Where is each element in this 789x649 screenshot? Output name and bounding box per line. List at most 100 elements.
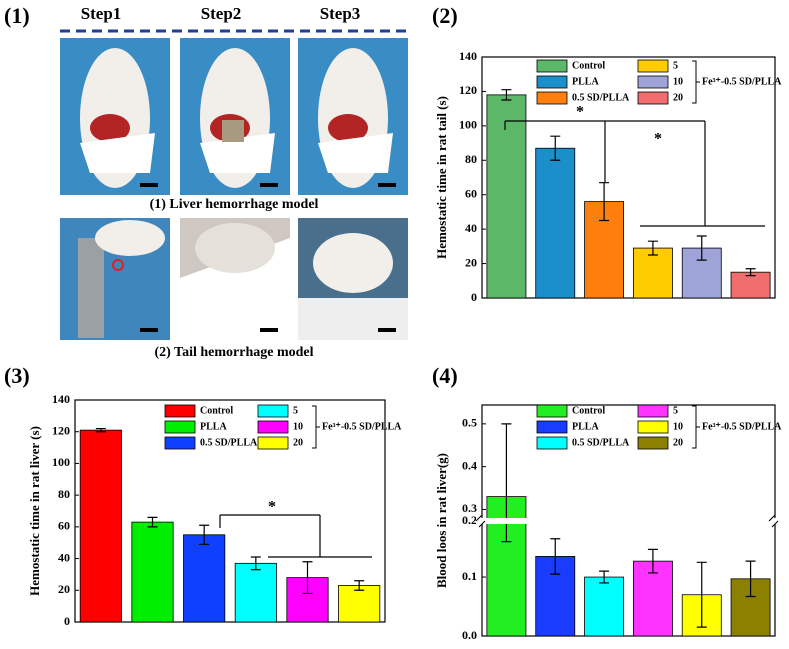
legend-label: Control (200, 405, 233, 416)
legend-label: 10 (293, 421, 303, 432)
legend-swatch (257, 436, 289, 450)
break-mark (475, 514, 486, 528)
photo-row (60, 38, 408, 195)
legend-swatch (637, 420, 669, 434)
error-bar (250, 556, 261, 571)
significance-star: * (268, 499, 276, 516)
legend-swatch (637, 91, 669, 105)
y-tick-label: 20 (465, 255, 477, 269)
legend-swatch (257, 420, 289, 434)
error-bar (696, 235, 707, 261)
legend-swatch (637, 75, 669, 89)
error-bar (647, 548, 658, 574)
legend-label: 5 (293, 405, 298, 416)
y-tick-label: 0.2 (462, 513, 477, 527)
significance-star: * (576, 104, 584, 121)
legend-label: 20 (673, 92, 683, 103)
y-tick-label: 140 (459, 49, 477, 63)
plot-frame (74, 399, 386, 623)
legend-label: 20 (673, 437, 683, 448)
caption: (2) Tail hemorrhage model (154, 345, 313, 360)
legend-label: 5 (673, 405, 678, 416)
y-tick-label: 40 (58, 550, 70, 564)
panel-label: (1) (4, 3, 30, 28)
y-axis-label: Hemostatic time in rat tail (s) (434, 96, 449, 259)
error-bar (599, 570, 610, 584)
y-tick-label: 80 (465, 152, 477, 166)
y-tick-label: 20 (58, 582, 70, 596)
photo (298, 218, 408, 340)
legend-swatch (637, 436, 669, 450)
photo (60, 38, 170, 195)
legend-label: Control (572, 405, 605, 416)
photo (60, 218, 170, 340)
axis-break (476, 518, 781, 524)
error-bar (745, 560, 756, 598)
step-label: Step1 (81, 4, 122, 23)
y-tick-label: 60 (465, 186, 477, 200)
legend-label: 10 (673, 76, 683, 87)
y-tick-label: 100 (52, 455, 70, 469)
error-bar (147, 516, 158, 528)
error-bar (599, 182, 610, 222)
y-axis-label: Blood loos in rat liver(g) (434, 453, 449, 588)
legend-label: 5 (673, 60, 678, 71)
error-bar (501, 89, 512, 101)
bar (584, 576, 625, 637)
error-bar (745, 268, 756, 277)
panel-label: (3) (4, 363, 30, 388)
legend-swatch (164, 404, 196, 418)
legend-group-label: Fe³⁺-0.5 SD/PLLA (702, 76, 782, 87)
y-tick-label: 0 (64, 614, 70, 628)
y-tick-label: 120 (459, 83, 477, 97)
y-tick-label: 0.0 (462, 628, 477, 642)
legend-swatch (536, 91, 568, 105)
legend-label: 0.5 SD/PLLA (572, 92, 630, 103)
legend-label: 20 (293, 437, 303, 448)
bar (535, 147, 576, 299)
error-bar (647, 240, 658, 256)
y-tick-label: 120 (52, 423, 70, 437)
photo (180, 38, 290, 195)
y-tick-label: 0 (471, 290, 477, 304)
y-tick-label: 40 (465, 221, 477, 235)
legend-bracket (312, 405, 320, 449)
legend-swatch (164, 420, 196, 434)
legend-swatch (536, 420, 568, 434)
legend-group-label: Fe³⁺-0.5 SD/PLLA (702, 421, 782, 432)
y-tick-label: 0.4 (462, 458, 477, 472)
panel-label: (2) (432, 3, 458, 28)
bar (632, 247, 673, 299)
significance-star: * (654, 131, 662, 148)
y-tick-label: 80 (58, 487, 70, 501)
bar (338, 585, 381, 623)
panel-label: (4) (432, 363, 458, 388)
bar (234, 562, 277, 623)
legend-label: PLLA (572, 421, 599, 432)
legend-swatch (164, 436, 196, 450)
legend-swatch (536, 436, 568, 450)
legend-label: PLLA (200, 421, 227, 432)
legend-swatch (637, 404, 669, 418)
plot-frame (481, 56, 776, 299)
legend-label: 10 (673, 421, 683, 432)
legend-swatch (257, 404, 289, 418)
y-tick-label: 0.3 (462, 501, 477, 515)
y-tick-label: 0.5 (462, 416, 477, 430)
legend-label: Control (572, 60, 605, 71)
legend-group-label: Fe³⁺-0.5 SD/PLLA (322, 421, 402, 432)
legend-label: 0.5 SD/PLLA (572, 437, 630, 448)
legend-swatch (536, 404, 568, 418)
y-tick-label: 100 (459, 118, 477, 132)
bar (79, 429, 122, 623)
step-label: Step2 (201, 4, 242, 23)
y-tick-label: 0.1 (462, 569, 477, 583)
legend-swatch (637, 59, 669, 73)
legend-label: PLLA (572, 76, 599, 87)
bar (632, 560, 673, 637)
y-tick-label: 140 (52, 392, 70, 406)
photo-row (60, 218, 408, 340)
legend-swatch (536, 75, 568, 89)
y-axis-label: Hemostatic time in rat liver (s) (27, 426, 42, 596)
